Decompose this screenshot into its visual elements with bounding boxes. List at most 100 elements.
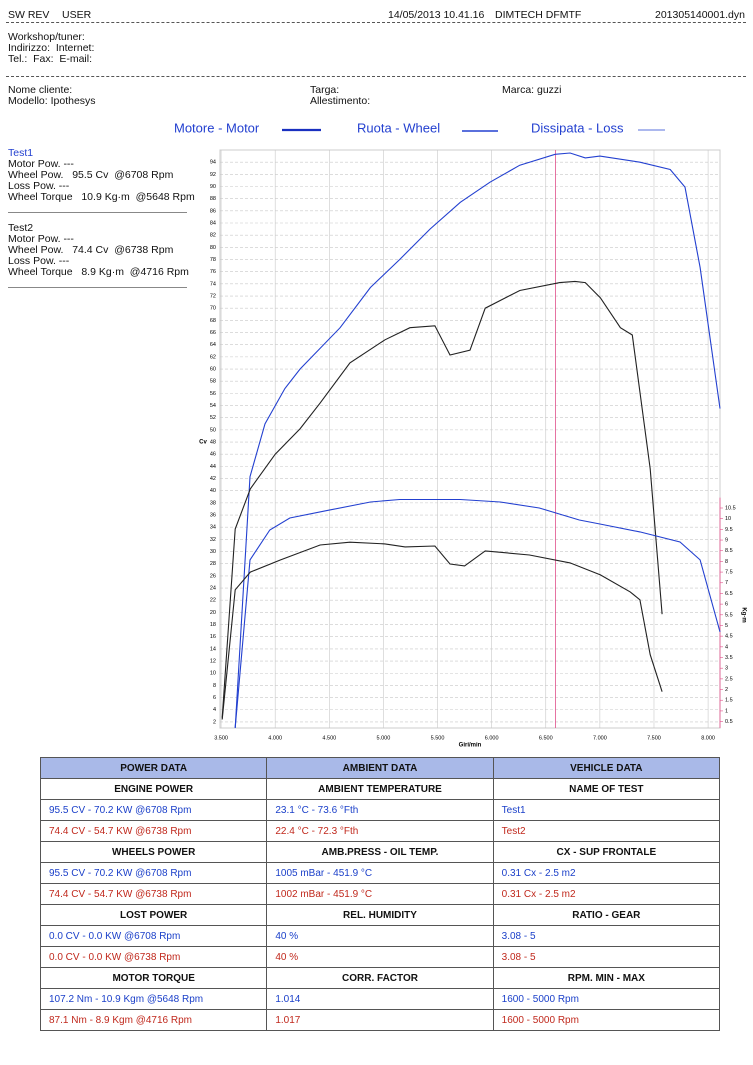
separator: [8, 212, 187, 213]
trim: Allestimento:: [310, 95, 371, 107]
x-tick-label: 3.500: [214, 735, 228, 741]
y-tick-label: 64: [210, 342, 216, 348]
y2-tick-label: 7: [725, 580, 728, 586]
x-axis-label: Giri/min: [459, 743, 482, 749]
y2-tick-label: 7.5: [725, 570, 733, 576]
test-line: Loss Pow. ---: [8, 180, 70, 192]
y2-tick-label: 3.5: [725, 655, 733, 661]
y-tick-label: 68: [210, 318, 216, 324]
plot-frame: [219, 149, 721, 729]
table-row: WHEELS POWER AMB.PRESS - OIL TEMP. CX - SU…: [39, 841, 721, 863]
y2-tick-label: 1.5: [725, 698, 733, 704]
x-tick-label: 8.000: [701, 735, 715, 741]
y2-tick-label: 6: [725, 602, 728, 608]
series-line: [234, 498, 721, 728]
table-cell: CORR. FACTOR: [266, 967, 494, 989]
y-tick-label: 12: [210, 659, 216, 665]
y-tick-label: 42: [210, 476, 216, 482]
test-line: Motor Pow. ---: [8, 233, 74, 245]
y2-tick-label: 10: [725, 516, 731, 522]
y-tick-label: 70: [210, 306, 216, 312]
y-tick-label: 78: [210, 257, 216, 263]
table-cell: 0.31 Cx - 2.5 m2: [492, 883, 721, 905]
y-tick-label: 58: [210, 379, 216, 385]
y-tick-label: 66: [210, 330, 216, 336]
table-cell: 0.0 CV - 0.0 KW @6708 Rpm: [39, 925, 268, 947]
series-line: [221, 541, 663, 720]
data-table: POWER DATA AMBIENT DATA VEHICLE DATA ENGINE…: [39, 757, 721, 1031]
workshop: Tel.: Fax: E-mail:: [8, 53, 93, 65]
y2-tick-label: 5.5: [725, 612, 733, 618]
legend-label: Dissipata - Loss: [531, 120, 624, 135]
model: Modello: Ipothesys: [8, 95, 96, 107]
table-cell: ENGINE POWER: [39, 778, 268, 800]
y-tick-label: 56: [210, 391, 216, 397]
file-name: 201305140001.dyn: [655, 9, 745, 21]
table-cell: RATIO - GEAR: [492, 904, 721, 926]
table-cell: AMBIENT TEMPERATURE: [266, 778, 494, 800]
table-cell: 1002 mBar - 451.9 °C: [266, 883, 494, 905]
y-tick-label: 14: [210, 646, 216, 652]
table-row: ENGINE POWER AMBIENT TEMPERATURE NAME OF T…: [39, 778, 721, 800]
y-tick-label: 50: [210, 427, 216, 433]
table-row: POWER DATA AMBIENT DATA VEHICLE DATA: [39, 757, 721, 779]
test-line: Wheel Pow. 95.5 Cv @6708 Rpm: [8, 169, 174, 181]
y-tick-label: 32: [210, 537, 216, 543]
y-tick-label: 16: [210, 634, 216, 640]
y2-tick-label: 2: [725, 687, 728, 693]
table-row: 107.2 Nm - 10.9 Kgm @5648 Rpm 1.014 1600 -…: [39, 988, 721, 1010]
series-line: [221, 280, 663, 718]
y-tick-label: 92: [210, 172, 216, 178]
table-cell: Test2: [492, 820, 721, 842]
x-tick-label: 6.000: [485, 735, 499, 741]
table-cell: 74.4 CV - 54.7 KW @6738 Rpm: [39, 883, 268, 905]
table-row: LOST POWER REL. HUMIDITY RATIO - GEAR: [39, 904, 721, 926]
table-cell: 1.017: [266, 1009, 494, 1031]
x-tick-label: 6.500: [539, 735, 553, 741]
y2-tick-label: 6.5: [725, 591, 733, 597]
table-cell: AMB.PRESS - OIL TEMP.: [266, 841, 494, 863]
y2-tick-label: 1: [725, 708, 728, 714]
table-row: 95.5 CV - 70.2 KW @6708 Rpm 1005 mBar - 4…: [39, 862, 721, 884]
table-cell: 95.5 CV - 70.2 KW @6708 Rpm: [39, 799, 268, 821]
user: USER: [62, 9, 92, 21]
y-tick-label: 4: [213, 707, 216, 713]
y-tick-label: 36: [210, 513, 216, 519]
y-tick-label: 20: [210, 610, 216, 616]
y2-tick-label: 8: [725, 559, 728, 565]
chart: Motore - Motor Ruota - Wheel Dissipata -…: [174, 120, 746, 749]
y-axis-label: Cv: [199, 440, 207, 446]
test-title: Test2: [8, 222, 34, 234]
table-cell: 0.0 CV - 0.0 KW @6738 Rpm: [39, 946, 268, 968]
table-cell: Test1: [492, 799, 721, 821]
y-tick-label: 6: [213, 695, 216, 701]
y2-tick-label: 9: [725, 537, 728, 543]
y-tick-label: 40: [210, 488, 216, 494]
y2-tick-label: 0.5: [725, 719, 733, 725]
customer: Nome cliente:: [8, 84, 73, 96]
table-row: 0.0 CV - 0.0 KW @6708 Rpm 40 % 3.08 - 5: [39, 925, 721, 947]
table-cell: 3.08 - 5: [492, 925, 721, 947]
table-row: 74.4 CV - 54.7 KW @6738 Rpm 22.4 °C - 72.…: [39, 820, 721, 842]
y-tick-label: 28: [210, 561, 216, 567]
y-tick-label: 80: [210, 245, 216, 251]
table-cell: 95.5 CV - 70.2 KW @6708 Rpm: [39, 862, 268, 884]
y-tick-label: 18: [210, 622, 216, 628]
y-tick-label: 44: [210, 464, 216, 470]
x-tick-label: 4.000: [268, 735, 282, 741]
company: DIMTECH DFMTF: [495, 9, 582, 21]
legend-label: Motore - Motor: [174, 120, 260, 135]
y2-axis-label: Kg·m: [740, 607, 746, 622]
y-tick-label: 94: [210, 160, 216, 166]
brand: Marca: guzzi: [502, 84, 562, 96]
table-row: 87.1 Nm - 8.9 Kgm @4716 Rpm 1.017 1600 - 5…: [39, 1009, 721, 1031]
sw-rev: SW REV: [8, 9, 50, 21]
test-line: Motor Pow. ---: [8, 158, 74, 170]
y2-tick-label: 5: [725, 623, 728, 629]
y2-tick-label: 3: [725, 666, 728, 672]
table-cell: WHEELS POWER: [39, 841, 268, 863]
table-cell: 0.31 Cx - 2.5 m2: [492, 862, 721, 884]
y-tick-label: 22: [210, 598, 216, 604]
table-cell: 40 %: [266, 925, 494, 947]
table-cell: REL. HUMIDITY: [266, 904, 494, 926]
